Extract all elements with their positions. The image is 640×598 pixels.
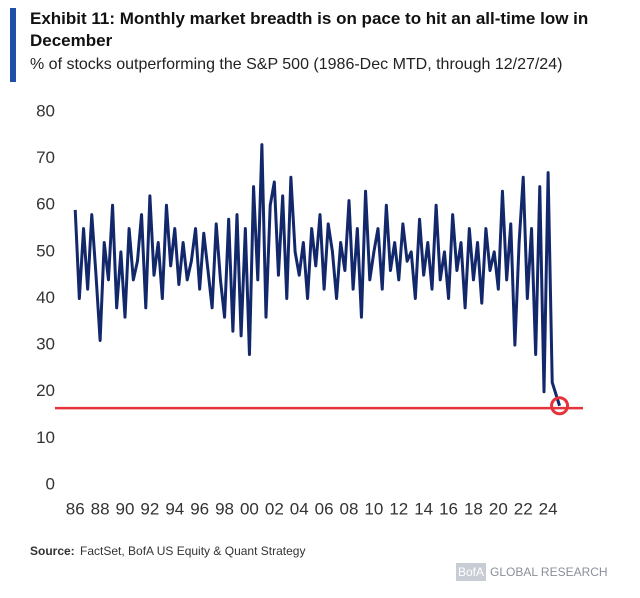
x-tick-label: 04 [290,499,309,518]
x-tick-label: 14 [414,499,433,518]
x-tick-label: 08 [340,499,359,518]
chart-subtitle: % of stocks outperforming the S&P 500 (1… [30,56,563,73]
y-tick-label: 70 [36,148,55,167]
y-tick-label: 80 [36,101,55,120]
highlight-circle [550,396,570,416]
y-tick-label: 30 [36,335,55,354]
source-label: Source: [30,544,75,558]
source: FactSet, BofA US Equity & Quant Strategy [80,544,305,558]
x-tick-label: 10 [364,499,383,518]
x-tick-label: 94 [165,499,184,518]
y-tick-label: 0 [46,474,55,493]
x-tick-label: 88 [91,499,110,518]
x-tick-label: 92 [140,499,159,518]
accent-bar [10,8,16,82]
y-tick-label: 60 [36,195,55,214]
logo-box [456,563,486,581]
y-tick-label: 50 [36,241,55,260]
x-tick-label: 22 [514,499,533,518]
x-tick-label: 24 [539,499,558,518]
x-tick-label: 02 [265,499,284,518]
x-tick-label: 86 [66,499,85,518]
x-tick-label: 12 [389,499,408,518]
logo-mark: BofA [458,565,484,579]
x-tick-label: 98 [215,499,234,518]
y-tick-label: 40 [36,288,55,307]
x-tick-label: 16 [439,499,458,518]
x-tick-label: 18 [464,499,483,518]
chart-title: Exhibit 11: Monthly market breadth is on… [30,9,589,50]
x-tick-label: 90 [116,499,135,518]
x-tick-label: 96 [190,499,209,518]
logo-text: GLOBAL RESEARCH [490,565,608,579]
data-line [73,143,561,407]
x-tick-label: 06 [315,499,334,518]
x-tick-label: 00 [240,499,259,518]
x-tick-label: 20 [489,499,508,518]
y-tick-label: 10 [36,428,55,447]
y-tick-label: 20 [36,381,55,400]
